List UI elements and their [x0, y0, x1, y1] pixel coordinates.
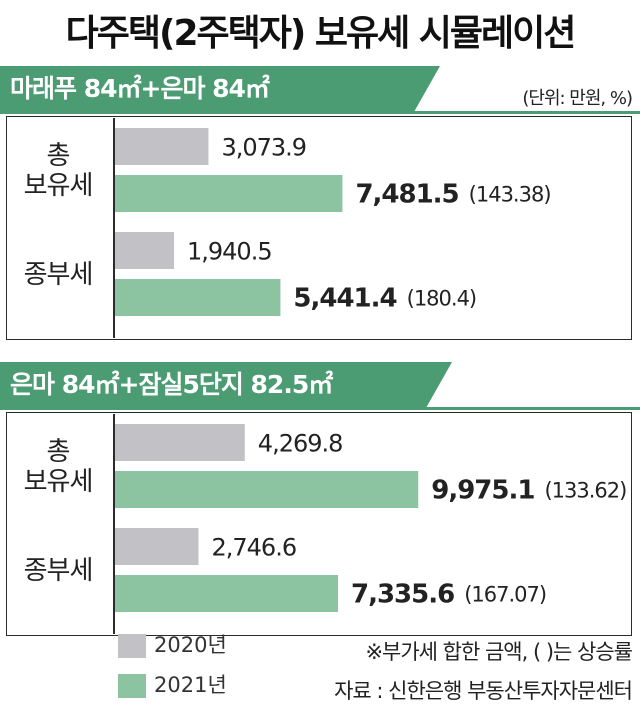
category-label: 보유세: [24, 171, 93, 201]
banner-underline-1: [0, 111, 640, 114]
bar-2020: [115, 528, 199, 565]
unit-note: (단위: 만원, %): [522, 88, 633, 109]
data-label: 5,441.4: [293, 284, 396, 314]
section-banner-2: 은마 84㎡+잠실5단지 82.5㎡: [0, 362, 452, 408]
data-label: 3,073.9: [221, 134, 306, 162]
bar-2021: [115, 471, 419, 508]
legend-swatch-2021: [118, 674, 146, 698]
bar-2020: [115, 128, 209, 165]
growth-label: (180.4): [407, 287, 477, 311]
chart-panel-2: [6, 412, 632, 636]
category-label: 총: [47, 141, 70, 171]
data-label: 1,940.5: [187, 238, 272, 266]
page-title: 다주택(2주택자) 보유세 시뮬레이션: [65, 13, 577, 54]
data-label: 7,335.6: [351, 580, 454, 610]
category-label: 보유세: [24, 467, 93, 497]
section-title-2: 은마 84㎡+잠실5단지 82.5㎡: [10, 370, 333, 399]
legend-item-2020: 2020년: [118, 630, 227, 660]
footnote: ※부가세 합한 금액, ( )는 상승률: [365, 640, 633, 664]
growth-label: (133.62): [544, 479, 626, 503]
legend-label-2020: 2020년: [154, 633, 227, 657]
banner-underline-2: [0, 407, 640, 410]
data-label: 2,746.6: [211, 534, 296, 562]
category-label: 종부세: [24, 556, 93, 586]
bar-2020: [115, 424, 245, 461]
section-title-1: 마래푸 84㎡+은마 84㎡: [10, 74, 269, 103]
source-note: 자료 : 신한은행 부동산투자자문센터: [334, 679, 633, 703]
section-banner-1: 마래푸 84㎡+은마 84㎡: [0, 66, 440, 112]
growth-label: (167.07): [464, 583, 546, 607]
data-label: 9,975.1: [431, 476, 534, 506]
bar-2021: [115, 279, 281, 316]
category-label: 종부세: [24, 260, 93, 290]
bar-2020: [115, 232, 174, 269]
chart-panel-1: [6, 116, 632, 340]
bar-2021: [115, 575, 339, 612]
category-label: 총: [47, 437, 70, 467]
data-label: 4,269.8: [258, 430, 343, 458]
data-label: 7,481.5: [355, 180, 458, 210]
legend-item-2021: 2021년: [118, 670, 227, 700]
legend-label-2021: 2021년: [154, 673, 227, 697]
bar-2021: [115, 175, 343, 212]
legend-swatch-2020: [118, 634, 146, 658]
growth-label: (143.38): [469, 183, 551, 207]
